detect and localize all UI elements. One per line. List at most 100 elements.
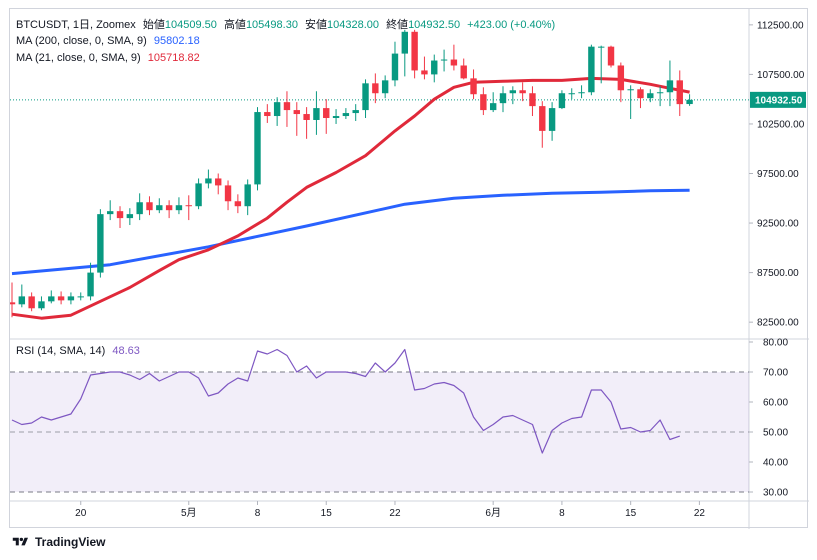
candle-body [656,92,664,94]
last-price-badge [750,91,806,108]
candle-body [529,93,536,107]
candle-body [401,31,408,54]
candle-body [460,65,467,79]
candle-body [499,93,507,104]
open-value: 104509.50 [164,19,217,31]
change-value: +423.00 (+0.40%) [467,19,556,31]
rsi-label: RSI (14, SMA, 14) [16,345,106,357]
candles-group [8,29,693,318]
candle-body [8,302,16,305]
candle-body [440,59,448,61]
price-axis-label: 87500.00 [757,268,799,279]
candle-body [666,80,674,93]
candle-body [332,116,340,119]
candle-body [205,178,212,184]
ohlc-legend: BTCUSDT, 1日, Zoomex 始値104509.50 高値105498… [16,16,559,32]
candle-body [313,108,320,120]
time-axis-label: 22 [694,508,706,519]
candle-body [273,102,281,117]
candle-body [244,184,251,207]
candle-body [175,205,183,211]
candle-body [637,89,644,99]
candle-body [588,46,595,93]
ma200-value: 95802.18 [153,35,200,47]
rsi-line [11,348,680,454]
candle-body [578,92,585,94]
candle-body [38,301,45,309]
candle-body [421,70,428,75]
candle-body [342,113,350,117]
candle-body [647,93,654,99]
candle-body [195,183,202,207]
candle-body [18,296,26,305]
time-axis-label: 15 [625,508,637,519]
candle-body [146,202,153,211]
time-axis-label: 6月 [485,507,501,519]
candle-body [156,205,163,211]
ma21-label: MA (21, close, 0, SMA, 9) [16,52,141,64]
low-value: 104328.00 [327,19,379,31]
candle-body [116,211,124,219]
rsi-axis-label: 60.00 [763,398,788,409]
rsi-axis-label: 80.00 [763,338,788,349]
time-axis-label: 5月 [181,507,197,519]
candle-body [411,31,418,71]
price-axis-label: 82500.00 [757,318,799,329]
candle-body [126,214,134,219]
chart-canvas[interactable]: 82500.00 87500.00 92500.00 97500.00 102500.0… [8,9,809,529]
ma200-label: MA (200, close, 0, SMA, 9) [16,35,147,47]
price-axis-label: 97500.00 [757,169,799,180]
ma21-line [11,76,690,320]
candle-body [28,296,35,309]
rsi-legend[interactable]: RSI (14, SMA, 14) 48.63 [16,345,144,357]
rsi-axis-label: 40.00 [763,458,788,469]
candle-body [97,214,104,273]
time-axis-label: 15 [321,508,333,519]
candle-body [293,110,300,115]
candle-body [489,103,497,111]
candle-body [470,78,477,95]
candle-body [598,46,605,48]
time-axis-label: 8 [255,508,261,519]
candle-body [381,80,389,94]
tradingview-logo[interactable]: TradingView [12,535,105,549]
candle-body [77,296,84,298]
candle-body [509,90,517,94]
symbol-label[interactable]: BTCUSDT, 1日, Zoomex [16,19,136,31]
candle-body [283,102,291,111]
candle-body [107,211,114,215]
candle-body [686,99,693,105]
ma21-legend[interactable]: MA (21, close, 0, SMA, 9) 105718.82 [16,52,204,64]
candle-body [323,108,330,119]
candle-body [548,108,556,131]
candle-body [215,178,222,186]
candle-body [87,272,94,297]
ma21-value: 105718.82 [147,52,200,64]
candle-body [67,296,75,301]
price-axis-label: 112500.00 [757,20,804,31]
last-price-value: 104932.50 [755,95,803,106]
rsi-axis-label: 50.00 [763,428,788,439]
candle-body [165,205,173,211]
candle-body [352,110,359,114]
candle-body [234,201,242,207]
candle-body [303,114,310,120]
high-value: 105498.30 [245,19,298,31]
ma200-legend[interactable]: MA (200, close, 0, SMA, 9) 95802.18 [16,35,204,47]
rsi-value: 48.63 [112,345,140,357]
ma200-line [11,188,690,276]
brand-label: TradingView [35,535,106,549]
candle-body [627,89,634,91]
candle-body [558,93,566,109]
candle-body [607,46,615,66]
time-axis-label: 22 [389,508,401,519]
time-axis-label: 8 [559,508,565,519]
candle-body [372,83,379,94]
candle-body [264,112,271,117]
price-axis-label: 92500.00 [757,219,799,230]
chart-frame: 82500.00 87500.00 92500.00 97500.00 102500.0… [8,8,809,529]
candle-body [48,296,55,302]
candle-body [617,65,625,91]
candle-body [676,80,683,105]
low-label: 安値 [305,19,327,31]
